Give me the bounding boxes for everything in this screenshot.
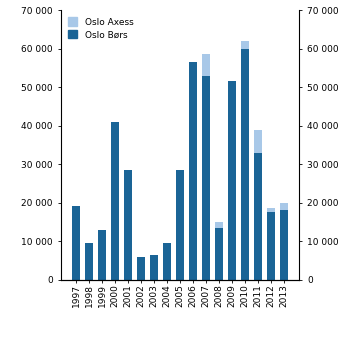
- Bar: [215, 222, 223, 228]
- Bar: [280, 210, 288, 280]
- Bar: [189, 62, 197, 280]
- Bar: [150, 255, 158, 280]
- Bar: [215, 228, 223, 280]
- Bar: [254, 153, 262, 280]
- Bar: [267, 212, 275, 280]
- Bar: [280, 203, 288, 210]
- Bar: [202, 76, 210, 280]
- Bar: [72, 207, 80, 280]
- Legend: Oslo Axess, Oslo Børs: Oslo Axess, Oslo Børs: [66, 15, 136, 42]
- Bar: [85, 243, 93, 280]
- Bar: [111, 122, 120, 280]
- Bar: [202, 55, 210, 76]
- Bar: [240, 41, 249, 49]
- Bar: [124, 170, 132, 280]
- Bar: [98, 229, 106, 280]
- Bar: [267, 208, 275, 212]
- Bar: [176, 170, 184, 280]
- Bar: [228, 81, 236, 280]
- Bar: [163, 243, 171, 280]
- Bar: [137, 256, 145, 280]
- Bar: [254, 130, 262, 153]
- Bar: [240, 49, 249, 280]
